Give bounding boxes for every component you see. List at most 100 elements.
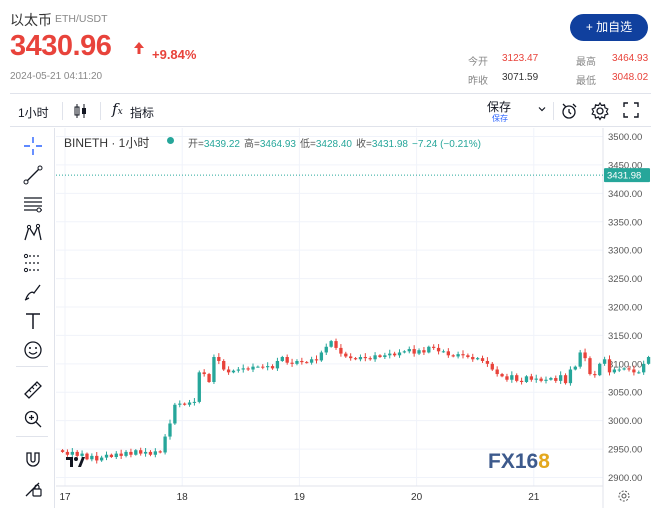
stat-prev-close: 昨收 3071.59 bbox=[468, 72, 538, 87]
price-change: +9.84% bbox=[152, 47, 197, 62]
zoom-icon[interactable] bbox=[22, 408, 44, 430]
prediction-icon[interactable] bbox=[22, 252, 44, 274]
watermark-accent: 8 bbox=[538, 450, 550, 473]
candle-body bbox=[217, 357, 221, 361]
ohlc-open-label: 开= bbox=[188, 139, 204, 150]
candle-body bbox=[119, 453, 123, 456]
candle-body bbox=[612, 369, 617, 373]
add-watchlist-button[interactable]: + 加自选 bbox=[570, 14, 648, 41]
quote-header: 以太币 ETH/USDT 3430.96 +9.84% 2024-05-21 0… bbox=[0, 0, 660, 92]
candle-body bbox=[622, 368, 626, 370]
emoji-icon[interactable] bbox=[22, 339, 44, 361]
candle-body bbox=[182, 403, 187, 405]
function-icon[interactable]: fx bbox=[112, 100, 123, 118]
chevron-down-icon[interactable] bbox=[537, 104, 547, 114]
magnet-icon[interactable] bbox=[22, 448, 44, 470]
drawing-tools-sidebar bbox=[10, 128, 55, 508]
time-tick-label: 19 bbox=[294, 492, 306, 503]
candle-body bbox=[646, 357, 651, 364]
candle-body bbox=[598, 363, 602, 376]
chart-toolbar: 1小时 fx 指标 保存 保存 bbox=[10, 93, 651, 127]
candle-body bbox=[544, 379, 548, 381]
candle-body bbox=[305, 362, 309, 364]
asset-title: 以太币 bbox=[10, 12, 52, 28]
indicators-button[interactable]: 指标 bbox=[130, 106, 155, 120]
candle-body bbox=[524, 376, 529, 383]
candle-body bbox=[383, 355, 387, 358]
ruler-icon[interactable] bbox=[22, 379, 44, 401]
candle-body bbox=[436, 347, 441, 352]
candle-body bbox=[558, 375, 563, 381]
price-tick-label: 3400.00 bbox=[608, 189, 642, 200]
tradingview-logo-icon bbox=[66, 457, 85, 467]
candle-body bbox=[349, 356, 353, 359]
price-tick-label: 3350.00 bbox=[608, 217, 642, 228]
candle-body bbox=[417, 350, 421, 354]
fib-icon[interactable] bbox=[22, 193, 44, 215]
settings-icon[interactable] bbox=[590, 101, 610, 121]
toolbar-divider bbox=[553, 102, 554, 120]
candle-body bbox=[642, 363, 646, 373]
candle-body bbox=[554, 378, 558, 381]
stat-high: 最高 3464.93 bbox=[576, 53, 648, 68]
candlestick-icon[interactable] bbox=[73, 102, 89, 120]
stat-prev-value: 3071.59 bbox=[502, 72, 539, 83]
interval-button[interactable]: 1小时 bbox=[18, 106, 49, 120]
lock-icon[interactable] bbox=[22, 477, 44, 499]
candle-body bbox=[173, 404, 177, 424]
price-tick-label: 3450.00 bbox=[608, 160, 642, 171]
candle-body bbox=[309, 359, 314, 363]
candle-body bbox=[319, 352, 324, 361]
candle-body bbox=[124, 451, 128, 456]
candle-body bbox=[602, 359, 607, 364]
candle-body bbox=[583, 352, 587, 359]
stat-high-label: 最高 bbox=[576, 57, 596, 68]
ohlc-close-label: 收= bbox=[356, 139, 372, 150]
save-sublabel: 保存 bbox=[492, 114, 508, 123]
stat-prev-label: 昨收 bbox=[468, 76, 488, 87]
fullscreen-icon[interactable] bbox=[622, 101, 640, 119]
ohlc-open: 3439.22 bbox=[203, 139, 240, 150]
candle-body bbox=[480, 358, 485, 361]
candle-body bbox=[573, 366, 577, 370]
candle-body bbox=[270, 366, 275, 369]
stat-open-label: 今开 bbox=[468, 57, 488, 68]
market-status-dot bbox=[167, 137, 174, 144]
candle-body bbox=[143, 451, 148, 454]
candle-body bbox=[339, 347, 343, 354]
candle-body bbox=[451, 355, 455, 357]
candle-body bbox=[412, 349, 416, 354]
candle-body bbox=[60, 450, 65, 452]
candle-body bbox=[510, 375, 514, 380]
time-tick-label: 18 bbox=[177, 492, 189, 503]
price-tick-label: 3300.00 bbox=[608, 246, 642, 257]
candle-body bbox=[212, 357, 216, 383]
arrow-up-icon bbox=[134, 42, 144, 54]
alert-icon[interactable] bbox=[560, 101, 580, 121]
price-tick-label: 3200.00 bbox=[608, 303, 642, 314]
crosshair-icon[interactable] bbox=[22, 135, 44, 157]
last-price-tag-label: 3431.98 bbox=[607, 171, 641, 182]
ohlc-low: 3428.40 bbox=[315, 139, 352, 150]
candle-body bbox=[226, 369, 231, 373]
candle-body bbox=[246, 368, 250, 370]
price-chart[interactable]: 2900.00 2950.00 3000.00 3050.00 3100.00 3150.… bbox=[56, 128, 651, 508]
candle-body bbox=[568, 369, 573, 384]
save-button[interactable]: 保存 bbox=[487, 100, 512, 114]
candle-body bbox=[358, 357, 363, 360]
brush-icon[interactable] bbox=[22, 281, 44, 303]
stat-low: 最低 3048.02 bbox=[576, 72, 648, 87]
stat-open-value: 3123.47 bbox=[502, 53, 539, 64]
current-price: 3430.96 bbox=[10, 30, 112, 62]
candle-body bbox=[90, 455, 94, 460]
price-tick-label: 2900.00 bbox=[608, 473, 642, 484]
candle-body bbox=[456, 354, 460, 357]
trendline-icon[interactable] bbox=[22, 164, 44, 186]
settings-icon[interactable] bbox=[617, 489, 631, 503]
candle-body bbox=[251, 366, 255, 370]
candle-body bbox=[378, 355, 382, 358]
time-tick-label: 17 bbox=[59, 492, 71, 503]
pattern-icon[interactable] bbox=[22, 222, 44, 244]
legend-symbol: BINETH · 1小时 bbox=[64, 136, 150, 150]
text-icon[interactable] bbox=[22, 310, 44, 332]
